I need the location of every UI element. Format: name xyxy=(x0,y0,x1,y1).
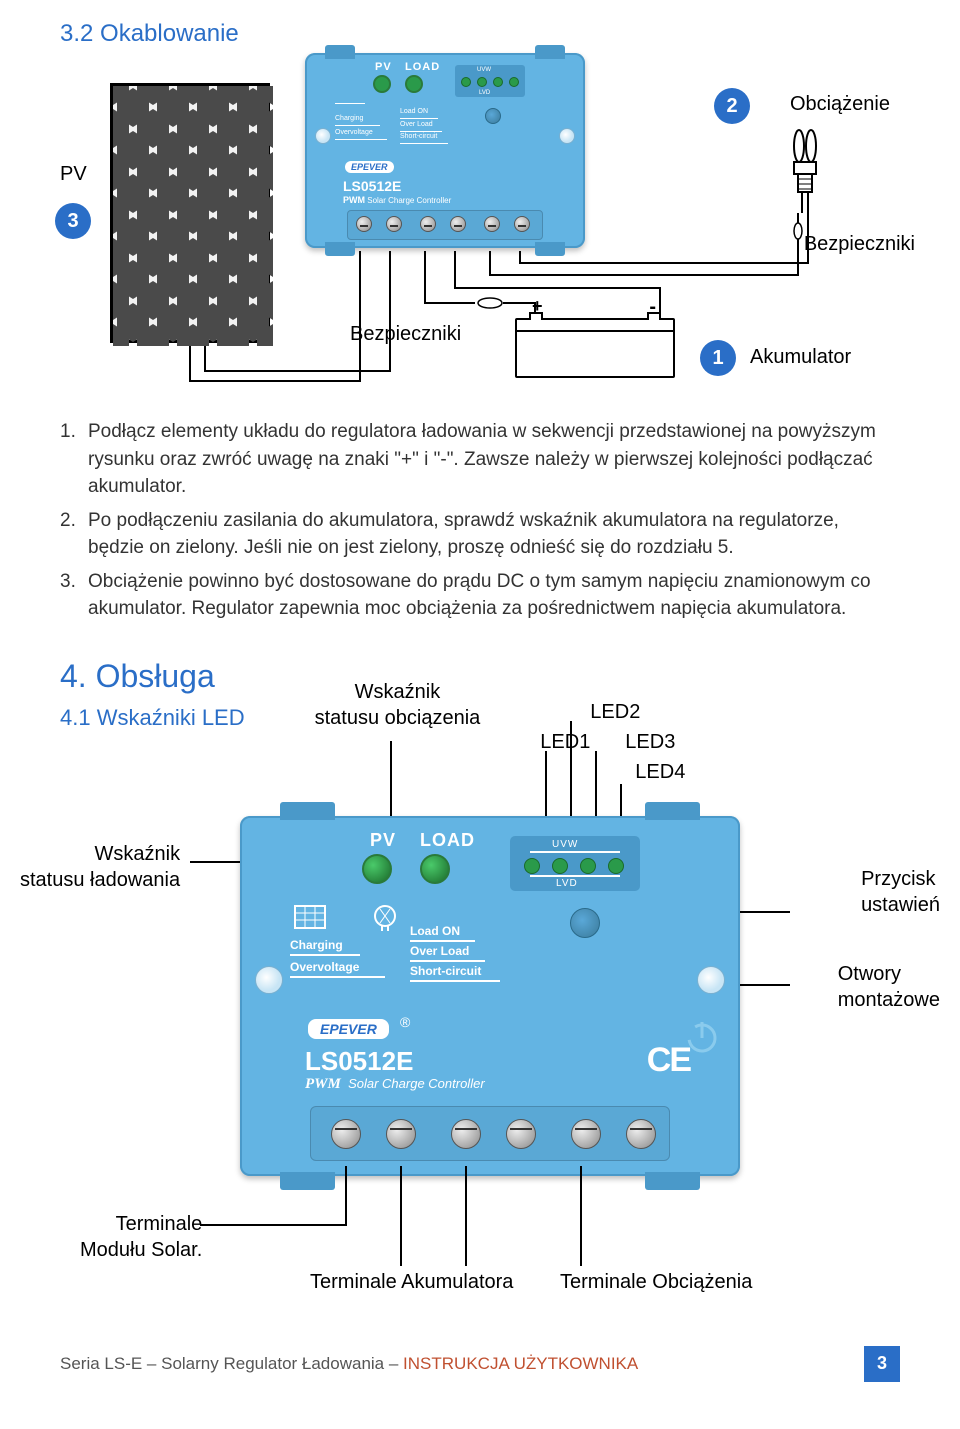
load-status-led xyxy=(420,854,450,884)
controller-small: PV LOAD UVW LVD Charging Overvoltage Loa… xyxy=(305,53,585,248)
fuse-label-right: Bezpieczniki xyxy=(804,233,915,256)
charge-status-label: Wskaźnikstatusu ładowania xyxy=(20,841,180,893)
load-number-badge: 2 xyxy=(714,88,750,124)
load-status-indicator-label: Wskaźnikstatusu obciązenia xyxy=(315,679,481,731)
terminal-load-minus xyxy=(626,1119,656,1149)
section-41-title: 4.1 Wskaźniki LED xyxy=(60,705,245,731)
terminal-batt-plus xyxy=(451,1119,481,1149)
led-bar-panel: UVW LVD xyxy=(510,836,640,891)
wiring-diagram: PV 3 PV LOAD UVW LVD xyxy=(60,63,900,393)
model-text: LS0512E xyxy=(343,178,401,194)
terminal-block xyxy=(310,1106,670,1161)
controller-large: PV LOAD UVW LVD xyxy=(240,816,740,1176)
pv-label: PV xyxy=(60,163,87,186)
page-footer: Seria LS-E – Solarny Regulator Ładowania… xyxy=(60,1346,900,1382)
terminal-batt-minus xyxy=(506,1119,536,1149)
load-text-large: LOAD xyxy=(420,830,475,851)
indicators-diagram: Wskaźnikstatusu ładowania Przyciskustawi… xyxy=(60,746,900,1306)
settings-button-label: Przyciskustawień xyxy=(861,866,940,918)
section-4-title: 4. Obsługa xyxy=(60,658,245,695)
load-terminals-label: Terminale Obciążenia xyxy=(560,1271,752,1294)
battery-terminals-label: Terminale Akumulatora xyxy=(310,1271,513,1294)
fuse-label-left: Bezpieczniki xyxy=(350,323,461,346)
battery-graphic: + - xyxy=(515,318,675,378)
bulb-graphic xyxy=(785,128,825,218)
instruction-item-1: 1. Podłącz elementy układu do regulatora… xyxy=(60,418,900,501)
brand-badge-large: EPEVER xyxy=(308,1019,389,1039)
led-pv xyxy=(373,75,391,93)
terminal-pv-minus xyxy=(386,1119,416,1149)
mount-holes-label: Otworymontażowe xyxy=(838,961,940,1013)
settings-button-small xyxy=(485,108,501,124)
led-load xyxy=(405,75,423,93)
solar-terminals-label: TerminaleModułu Solar. xyxy=(80,1211,202,1263)
terminal-pv-plus xyxy=(331,1119,361,1149)
instruction-item-3: 3. Obciążenie powinno być dostosowane do… xyxy=(60,568,900,623)
model-text-large: LS0512E xyxy=(305,1046,413,1077)
terminal-load-plus xyxy=(571,1119,601,1149)
load-label: Obciążenie xyxy=(790,93,890,116)
led2-label: LED2 xyxy=(590,701,640,724)
charge-status-led xyxy=(362,854,392,884)
battery-number-badge: 1 xyxy=(700,340,736,376)
section-32-title: 3.2 Okablowanie xyxy=(60,20,900,48)
page-number: 3 xyxy=(864,1346,900,1382)
battery-label: Akumulator xyxy=(750,346,851,369)
instruction-list: 1. Podłącz elementy układu do regulatora… xyxy=(60,418,900,623)
pv-number-badge: 3 xyxy=(55,203,91,239)
footer-manual: INSTRUKCJA UŻYTKOWNIKA xyxy=(403,1354,638,1373)
solar-panel-graphic xyxy=(110,83,270,343)
load-text: LOAD xyxy=(405,61,440,73)
led-panel: UVW LVD xyxy=(455,65,525,97)
mount-hole-left xyxy=(255,966,283,994)
settings-button[interactable] xyxy=(570,908,600,938)
instruction-item-2: 2. Po podłączeniu zasilania do akumulato… xyxy=(60,507,900,562)
footer-series: Seria LS-E – Solarny Regulator Ładowania… xyxy=(60,1354,403,1373)
brand-badge: EPEVER xyxy=(345,161,394,173)
pv-text: PV xyxy=(375,61,392,73)
pv-text-large: PV xyxy=(370,830,396,851)
power-icon xyxy=(682,1016,722,1056)
mount-hole-right xyxy=(697,966,725,994)
